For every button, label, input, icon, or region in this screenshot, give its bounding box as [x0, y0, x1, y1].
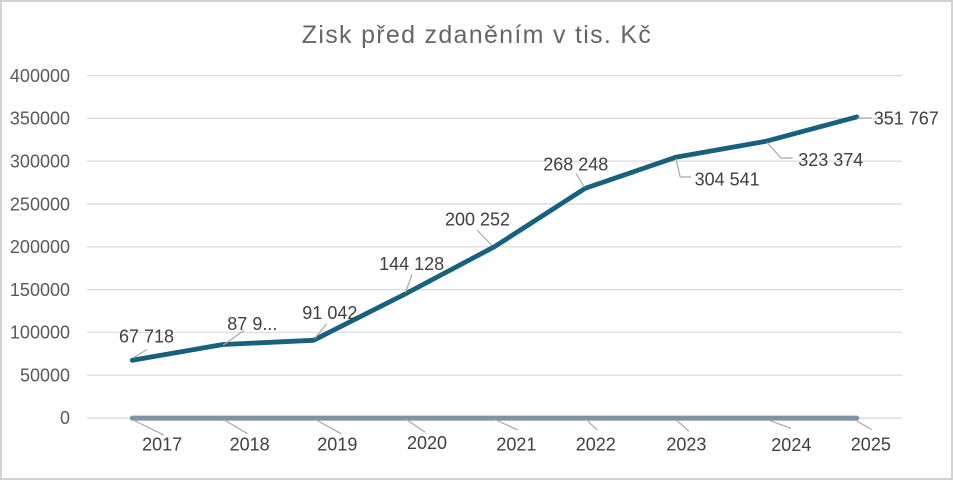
- svg-text:268 248: 268 248: [543, 155, 608, 175]
- svg-text:304 541: 304 541: [695, 170, 760, 190]
- svg-text:2018: 2018: [230, 435, 270, 455]
- svg-text:2024: 2024: [771, 435, 811, 455]
- svg-text:0: 0: [60, 408, 70, 428]
- svg-text:2023: 2023: [666, 435, 706, 455]
- svg-text:351 767: 351 767: [874, 108, 939, 128]
- svg-text:150000: 150000: [10, 280, 70, 300]
- svg-text:2019: 2019: [317, 435, 357, 455]
- svg-text:300000: 300000: [10, 152, 70, 172]
- svg-text:323 374: 323 374: [798, 150, 863, 170]
- svg-text:50000: 50000: [20, 365, 70, 385]
- svg-text:400000: 400000: [10, 66, 70, 86]
- svg-text:250000: 250000: [10, 194, 70, 214]
- svg-text:91 042: 91 042: [302, 303, 357, 323]
- svg-text:200000: 200000: [10, 237, 70, 257]
- svg-text:200 252: 200 252: [445, 210, 510, 230]
- svg-text:Zisk před zdaněním v tis. Kč: Zisk před zdaněním v tis. Kč: [302, 21, 652, 49]
- svg-text:350000: 350000: [10, 109, 70, 129]
- svg-text:67 718: 67 718: [119, 326, 174, 346]
- svg-text:144 128: 144 128: [379, 254, 444, 274]
- svg-text:2020: 2020: [407, 433, 447, 453]
- svg-text:2025: 2025: [851, 435, 891, 455]
- svg-text:2021: 2021: [496, 435, 536, 455]
- svg-text:2017: 2017: [142, 435, 182, 455]
- svg-text:2022: 2022: [576, 435, 616, 455]
- svg-text:87 9...: 87 9...: [227, 314, 277, 334]
- svg-text:100000: 100000: [10, 323, 70, 343]
